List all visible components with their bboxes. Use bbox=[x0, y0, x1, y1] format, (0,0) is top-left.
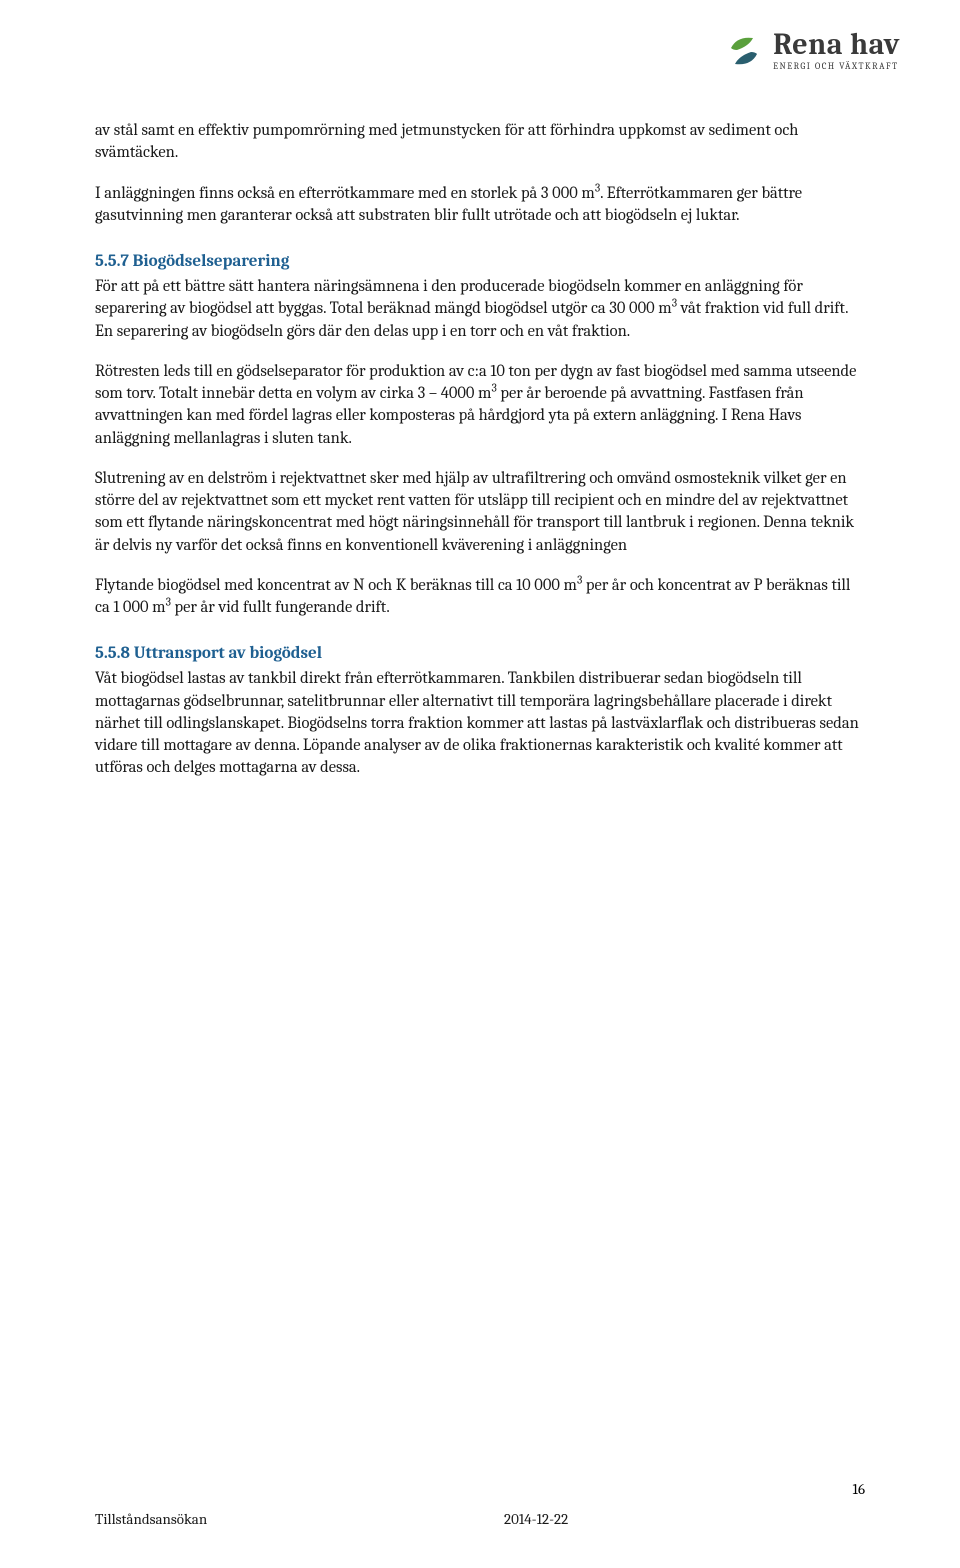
footer: Tillståndsansökan 2014-12-22 bbox=[95, 1510, 865, 1528]
logo-name: Rena hav bbox=[773, 30, 900, 60]
document-page: Rena hav ENERGI OCH VÄXTKRAFT av stål sa… bbox=[0, 0, 960, 1568]
logo: Rena hav ENERGI OCH VÄXTKRAFT bbox=[723, 30, 900, 72]
paragraph: Våt biogödsel lastas av tankbil direkt f… bbox=[95, 668, 865, 779]
footer-left: Tillståndsansökan bbox=[95, 1510, 207, 1528]
paragraph: av stål samt en effektiv pumpomrörning m… bbox=[95, 120, 865, 165]
leaf-icon bbox=[723, 30, 765, 72]
document-body: av stål samt en effektiv pumpomrörning m… bbox=[95, 120, 865, 780]
paragraph: Slutrening av en delström i rejektvattne… bbox=[95, 468, 865, 557]
paragraph: För att på ett bättre sätt hantera närin… bbox=[95, 276, 865, 343]
logo-tagline: ENERGI OCH VÄXTKRAFT bbox=[773, 62, 900, 72]
paragraph: I anläggningen finns också en efterrötka… bbox=[95, 183, 865, 228]
section-heading: 5.5.8 Uttransport av biogödsel bbox=[95, 643, 865, 666]
paragraph: Rötresten leds till en gödselseparator f… bbox=[95, 361, 865, 450]
logo-text: Rena hav ENERGI OCH VÄXTKRAFT bbox=[773, 30, 900, 72]
footer-date: 2014-12-22 bbox=[504, 1510, 568, 1528]
section-heading: 5.5.7 Biogödselseparering bbox=[95, 251, 865, 274]
page-number: 16 bbox=[853, 1480, 865, 1498]
paragraph: Flytande biogödsel med koncentrat av N o… bbox=[95, 575, 865, 620]
